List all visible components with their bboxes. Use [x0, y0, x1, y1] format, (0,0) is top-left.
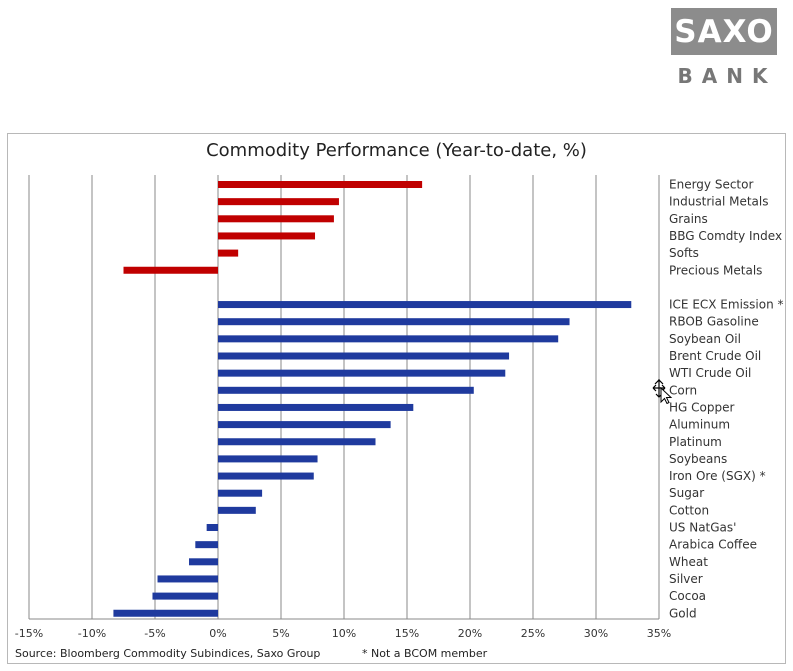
bar-corn [218, 386, 474, 394]
bar-soybeans [218, 455, 318, 463]
category-label: Softs [669, 246, 699, 260]
chart-frame [7, 133, 786, 664]
bar-cocoa [152, 592, 218, 600]
category-label: Energy Sector [669, 178, 753, 192]
bar-cotton [218, 506, 256, 514]
category-labels: Energy Sector Industrial Metals Grains BBG … [669, 178, 784, 621]
bar-iron-ore-sgx [218, 472, 314, 480]
bar-aluminum [218, 421, 391, 429]
x-tick-label: -5% [144, 627, 165, 640]
category-label: Wheat [669, 555, 708, 569]
bar-rbob-gasoline [218, 318, 570, 326]
x-tick-label: 0% [209, 627, 226, 640]
bar-precious-metals [123, 266, 218, 274]
bar-silver [157, 575, 218, 583]
bar-platinum [218, 438, 376, 446]
category-label: WTI Crude Oil [669, 366, 751, 380]
bar-wti-crude-oil [218, 369, 506, 377]
move-cursor-icon [652, 379, 673, 404]
category-label: Arabica Coffee [669, 538, 757, 552]
category-label: RBOB Gasoline [669, 315, 759, 329]
x-tick-label: -10% [78, 627, 106, 640]
grid-lines [28, 175, 660, 620]
bar-brent-crude-oil [218, 352, 510, 360]
bar-industrial-metals [218, 198, 339, 206]
x-tick-label: 20% [458, 627, 482, 640]
category-label: Industrial Metals [669, 195, 768, 209]
bar-softs [218, 249, 239, 257]
logo-sub-text: BANK [677, 64, 777, 88]
category-label: Iron Ore (SGX) * [669, 469, 766, 483]
category-label: Soybean Oil [669, 332, 741, 346]
bar-gold [113, 609, 218, 617]
bar-energy-sector [218, 181, 423, 188]
category-label: HG Copper [669, 400, 734, 414]
x-tick-label: 30% [584, 627, 608, 640]
bar-arabica-coffee [195, 541, 218, 549]
category-label: ICE ECX Emission * [669, 298, 784, 312]
bar-bbg-comdty-index [218, 232, 316, 240]
category-label: Cotton [669, 503, 709, 517]
saxo-logo: SAXO [671, 8, 777, 55]
bar-soybean-oil [218, 335, 559, 343]
bar-wheat [189, 558, 218, 566]
bcom-note: * Not a BCOM member [362, 647, 488, 660]
bar-ice-ecx-emission [218, 301, 632, 309]
x-tick-label: 5% [272, 627, 289, 640]
x-tick-label: 35% [647, 627, 671, 640]
bar-us-natgas [206, 524, 218, 531]
bars [113, 181, 632, 617]
category-label: Silver [669, 572, 703, 586]
bar-grains [218, 215, 334, 223]
x-tick-label: 25% [521, 627, 545, 640]
x-tick-label: -15% [15, 627, 43, 640]
category-label: Gold [669, 606, 697, 620]
source-note: Source: Bloomberg Commodity Subindices, … [15, 647, 321, 660]
category-label: Precious Metals [669, 263, 762, 277]
category-label: Aluminum [669, 418, 730, 432]
category-label: Cocoa [669, 589, 706, 603]
category-label: Brent Crude Oil [669, 349, 761, 363]
category-label: Corn [669, 383, 697, 397]
logo-main-text: SAXO [674, 13, 774, 50]
x-tick-label: 10% [332, 627, 356, 640]
category-label: BBG Comdty Index [669, 229, 782, 243]
category-label: Soybeans [669, 452, 727, 466]
category-label: US NatGas' [669, 521, 736, 535]
category-label: Grains [669, 212, 708, 226]
bar-sugar [218, 489, 263, 497]
category-label: Sugar [669, 486, 704, 500]
bar-hg-copper [218, 403, 414, 411]
x-tick-labels: -15% -10% -5% 0% 5% 10% 15% 20% 25% 30% 35% [15, 627, 671, 640]
x-tick-label: 15% [395, 627, 419, 640]
chart-title: Commodity Performance (Year-to-date, %) [206, 140, 587, 161]
category-label: Platinum [669, 435, 722, 449]
